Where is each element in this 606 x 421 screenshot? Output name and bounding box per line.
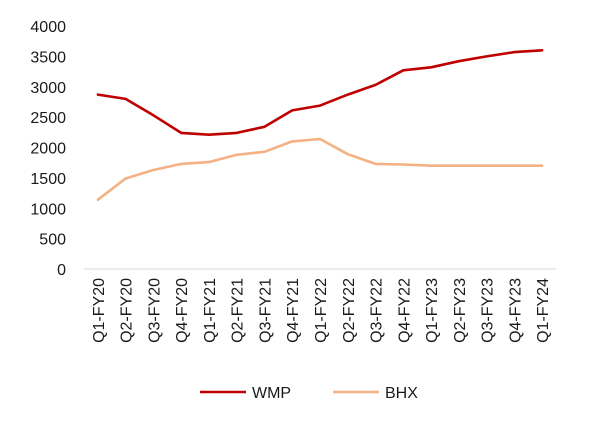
y-tick-label: 2000 <box>30 141 66 158</box>
y-tick-label: 0 <box>57 262 66 279</box>
x-tick-label: Q1-FY23 <box>424 278 441 343</box>
x-tick-label: Q4-FY21 <box>285 278 302 343</box>
series-line-bhx <box>96 137 544 201</box>
x-tick-label: Q3-FY20 <box>146 278 163 343</box>
x-tick-label: Q1-FY20 <box>91 278 108 343</box>
y-tick-label: 4000 <box>30 19 66 36</box>
y-tick-label: 3000 <box>30 80 66 97</box>
legend-label-bhx: BHX <box>385 385 418 402</box>
x-tick-label: Q1-FY21 <box>202 278 219 343</box>
plot-area: 0 500 1000 1500 2000 2500 3000 3500 4000 Q1-FY20… <box>30 19 556 343</box>
x-tick-label: Q3-FY22 <box>369 278 386 343</box>
y-tick-label: 2500 <box>30 110 66 127</box>
x-tick-label: Q2-FY20 <box>119 278 136 343</box>
x-tick-label: Q1-FY24 <box>535 278 552 343</box>
x-tick-label: Q4-FY22 <box>396 278 413 343</box>
series-lines <box>96 48 544 201</box>
x-tick-label: Q2-FY22 <box>341 278 358 343</box>
x-tick-label: Q1-FY22 <box>313 278 330 343</box>
x-axis-tick-labels: Q1-FY20 Q2-FY20 Q3-FY20 Q4-FY20 Q1-FY21 Q2-FY… <box>91 278 552 343</box>
legend: WMP BHX <box>200 385 418 402</box>
x-tick-label: Q2-FY21 <box>230 278 247 343</box>
x-tick-label: Q4-FY23 <box>507 278 524 343</box>
x-tick-label: Q2-FY23 <box>452 278 469 343</box>
legend-label-wmp: WMP <box>252 385 291 402</box>
x-tick-label: Q3-FY23 <box>480 278 497 343</box>
series-line-wmp <box>96 48 544 136</box>
y-tick-label: 3500 <box>30 49 66 66</box>
y-tick-label: 1000 <box>30 201 66 218</box>
y-tick-label: 500 <box>39 232 66 249</box>
y-axis-tick-labels: 0 500 1000 1500 2000 2500 3000 3500 4000 <box>30 19 66 279</box>
x-tick-label: Q3-FY21 <box>257 278 274 343</box>
x-tick-label: Q4-FY20 <box>174 278 191 343</box>
y-tick-label: 1500 <box>30 171 66 188</box>
